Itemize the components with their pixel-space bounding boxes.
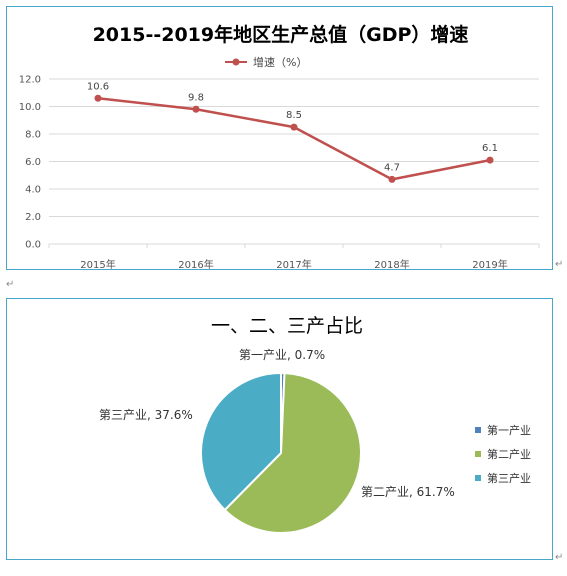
legend-swatch [475, 427, 481, 433]
data-label: 9.8 [188, 92, 204, 103]
data-label: 4.7 [384, 162, 400, 173]
y-tick-label: 0.0 [25, 240, 41, 251]
chart-title: 一、二、三产占比 [211, 315, 363, 337]
paragraph-mark: ↵ [555, 552, 564, 563]
gdp-growth-chart-panel: 2015--2019年地区生产总值（GDP）增速增速（%） 0.0 2.0 4.0 6.… [6, 6, 553, 271]
industry-share-chart-panel: 一、二、三产占比第一产业, 0.7% 第二产业, 61.7% 第三产业, 37.6%… [6, 298, 553, 560]
legend-swatch [475, 475, 481, 481]
y-tick-label: 2.0 [25, 212, 41, 223]
legend-swatch [475, 451, 481, 457]
pie-slice [200, 371, 282, 512]
data-label: 8.5 [286, 110, 302, 121]
data-point [486, 156, 494, 164]
x-tick-label: 2016年 [178, 258, 213, 271]
slice-label: 第一产业, 0.7% [239, 348, 325, 362]
x-tick-label: 2019年 [472, 258, 507, 271]
x-tick-label: 2015年 [80, 258, 115, 271]
slice-label: 第三产业, 37.6% [99, 408, 193, 422]
y-tick-label: 12.0 [19, 75, 41, 86]
y-tick-label: 10.0 [19, 102, 41, 113]
x-tick-label: 2017年 [276, 258, 311, 271]
y-tick-label: 4.0 [25, 185, 41, 196]
slice-label: 第二产业, 61.7% [361, 485, 455, 499]
legend-point-marker [232, 58, 240, 66]
data-point [388, 175, 396, 183]
data-label: 10.6 [87, 81, 109, 92]
data-point [94, 94, 102, 102]
legend-label: 第三产业 [487, 471, 531, 485]
x-tick-label: 2018年 [374, 258, 409, 271]
y-tick-label: 8.0 [25, 130, 41, 141]
paragraph-mark: ↵ [6, 279, 15, 290]
legend-label: 第一产业 [487, 423, 531, 437]
data-point [290, 123, 298, 131]
data-point [192, 105, 200, 113]
legend-label: 增速（%） [253, 55, 307, 69]
chart-title: 2015--2019年地区生产总值（GDP）增速 [93, 23, 469, 46]
y-tick-label: 6.0 [25, 157, 41, 168]
legend-label: 第二产业 [487, 447, 531, 461]
paragraph-mark: ↵ [555, 259, 564, 270]
pie-slice [223, 372, 362, 534]
data-label: 6.1 [482, 143, 498, 154]
